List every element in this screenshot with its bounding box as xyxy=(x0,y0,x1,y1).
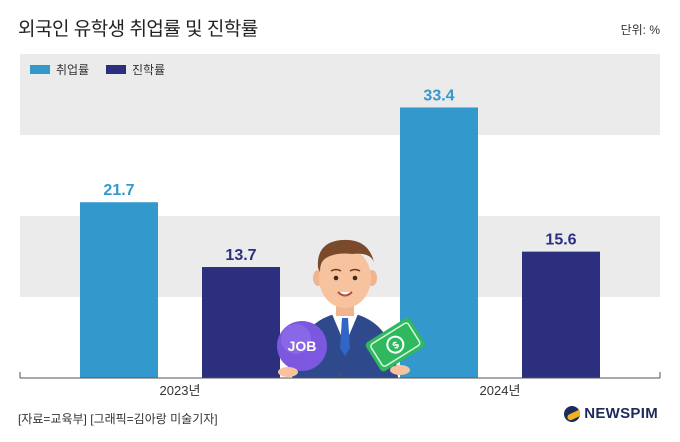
businessman-illustration: JOB $ xyxy=(277,239,425,378)
data-label-진학률-2024년: 15.6 xyxy=(545,232,576,249)
newspim-logo: NEWSPIM xyxy=(564,405,658,422)
x-axis-ticks: 2023년 2024년 xyxy=(19,372,661,398)
data-label-취업률-2024년: 33.4 xyxy=(423,87,454,104)
newspim-logo-text: NEWSPIM xyxy=(584,405,658,422)
money-icon: $ xyxy=(365,317,425,372)
bar-진학률-2023년 xyxy=(202,267,280,378)
legend-label-1: 취업률 xyxy=(56,63,89,77)
bar-chart: 취업률 진학률 21.7 13.7 33.4 15.6 JOB $ xyxy=(19,54,661,398)
bar-취업률-2023년 xyxy=(80,202,158,378)
legend-label-2: 진학률 xyxy=(132,63,165,77)
svg-text:$: $ xyxy=(391,340,402,353)
newspim-logo-icon xyxy=(564,405,581,422)
bar-진학률-2024년 xyxy=(522,251,600,378)
source-note: [자료=교육부] [그래픽=김아랑 미술기자] xyxy=(18,412,218,426)
x-tick-label: 2024년 xyxy=(480,383,521,398)
legend-swatch-1 xyxy=(30,65,50,74)
hair xyxy=(317,239,374,272)
grid-band xyxy=(20,54,660,135)
job-badge xyxy=(277,321,327,371)
job-badge-label: JOB xyxy=(288,338,317,354)
data-label-취업률-2023년: 21.7 xyxy=(103,182,134,199)
tie xyxy=(340,318,350,356)
legend: 취업률 진학률 xyxy=(30,63,165,77)
legend-swatch-2 xyxy=(106,65,126,74)
chart-title: 외국인 유학생 취업률 및 진학률 xyxy=(18,19,258,40)
unit-label: 단위: % xyxy=(620,23,660,37)
x-tick-label: 2023년 xyxy=(160,383,201,398)
data-label-진학률-2023년: 13.7 xyxy=(225,247,256,264)
face xyxy=(319,248,371,308)
